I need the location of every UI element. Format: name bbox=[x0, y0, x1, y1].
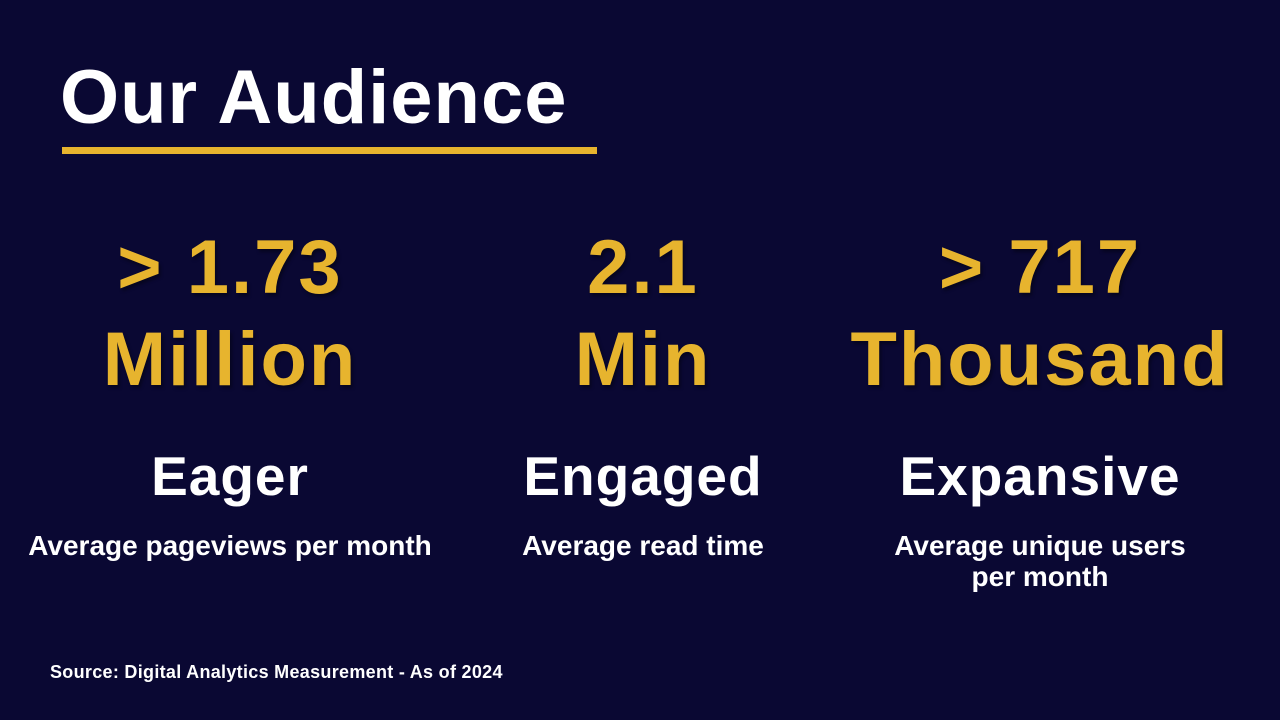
title-underline bbox=[62, 147, 597, 154]
stat-description-unique-users: Average unique users per month bbox=[830, 530, 1250, 592]
stat-value-pageviews: > 1.73 Million bbox=[20, 222, 440, 406]
stat-column-unique-users: > 717 Thousand Expansive Average unique … bbox=[830, 222, 1250, 592]
stat-desc-line1: Average pageviews per month bbox=[28, 530, 432, 561]
page-title: Our Audience bbox=[60, 55, 568, 140]
stat-value-line2: Million bbox=[102, 317, 358, 402]
stat-value-line1: > 1.73 bbox=[117, 225, 343, 310]
stat-value-line1: > 717 bbox=[938, 225, 1142, 310]
stat-column-pageviews: > 1.73 Million Eager Average pageviews p… bbox=[20, 222, 440, 561]
stat-label-expansive: Expansive bbox=[899, 445, 1181, 507]
source-note: Source: Digital Analytics Measurement - … bbox=[50, 662, 503, 682]
stat-value-line1: 2.1 bbox=[587, 225, 699, 310]
stat-description-read-time: Average read time bbox=[433, 530, 853, 561]
stat-label-eager: Eager bbox=[151, 445, 309, 507]
stat-value-line2: Thousand bbox=[850, 317, 1230, 402]
stat-desc-line2: per month bbox=[971, 561, 1109, 592]
stat-value-unique-users: > 717 Thousand bbox=[830, 222, 1250, 406]
stat-value-line2: Min bbox=[574, 317, 712, 402]
stat-desc-line1: Average unique users bbox=[894, 530, 1186, 561]
stat-description-pageviews: Average pageviews per month bbox=[20, 530, 440, 561]
stat-column-read-time: 2.1 Min Engaged Average read time bbox=[433, 222, 853, 561]
stat-value-read-time: 2.1 Min bbox=[433, 222, 853, 406]
stat-label-engaged: Engaged bbox=[523, 445, 763, 507]
stat-desc-line1: Average read time bbox=[522, 530, 764, 561]
